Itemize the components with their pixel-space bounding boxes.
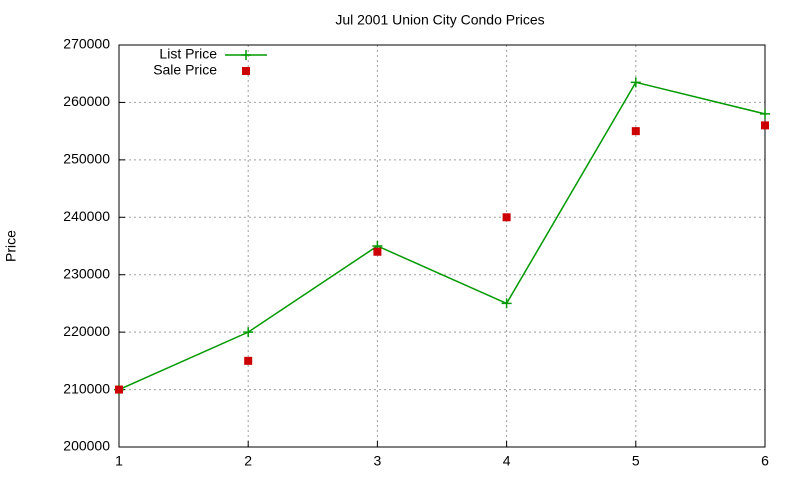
legend-label: Sale Price [153,62,217,78]
series-line [118,81,766,391]
x-tick-label: 6 [761,453,769,469]
point-marker [761,121,769,130]
plot-border [118,44,766,448]
x-tick-label: 4 [503,453,511,469]
point-marker [244,356,253,365]
y-tick-label: 250000 [63,151,110,167]
point-marker [115,385,123,394]
y-tick-label: 230000 [63,265,110,281]
x-tick-label: 2 [244,453,252,469]
y-tick-label: 200000 [63,438,110,454]
point-marker [630,77,641,88]
point-marker [502,213,511,222]
chart-title: Jul 2001 Union City Condo Prices [335,12,544,28]
legend-label: List Price [159,46,217,62]
point-marker [243,327,254,338]
point-marker [501,298,512,309]
point-marker [373,247,382,256]
y-tick-label: 260000 [63,93,110,109]
point-marker [760,108,770,119]
y-tick-label: 240000 [63,208,110,224]
y-tick-label: 210000 [63,380,110,396]
point-marker [631,127,640,136]
y-tick-label: 270000 [63,36,110,52]
x-tick-label: 5 [632,453,640,469]
x-tick-label: 3 [374,453,382,469]
y-tick-label: 220000 [63,323,110,339]
y-axis-label: Price [3,230,19,262]
legend-swatch [241,50,251,60]
legend-swatch [242,67,250,75]
x-tick-label: 1 [115,453,123,469]
